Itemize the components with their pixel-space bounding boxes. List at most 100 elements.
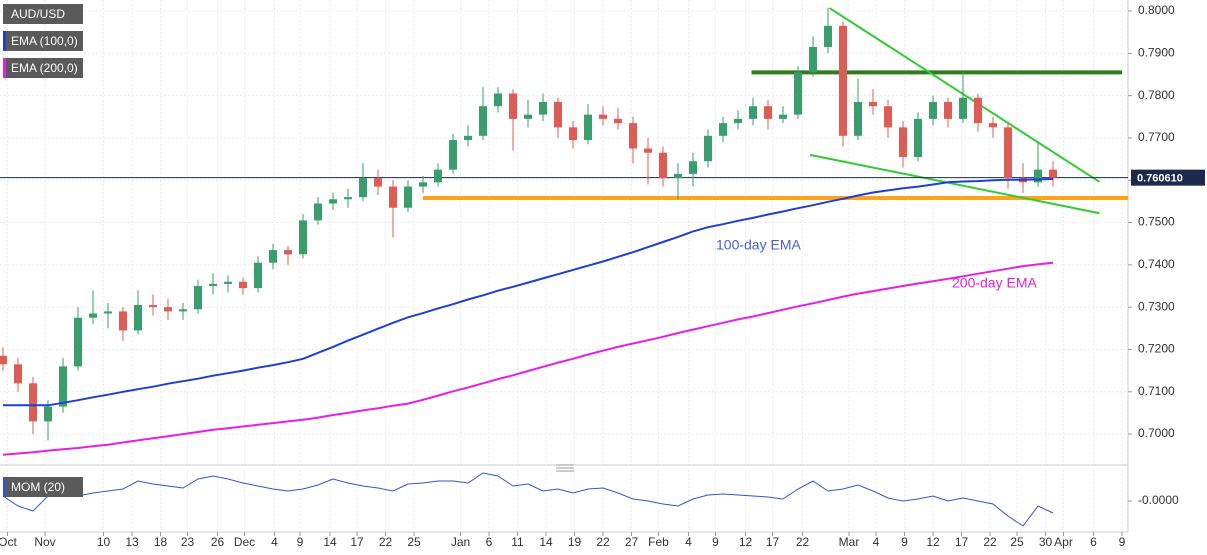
legend-swatch — [3, 4, 6, 24]
candle-body — [179, 309, 187, 312]
candle-body — [629, 123, 637, 149]
legend-box — [3, 4, 83, 24]
candle-body — [314, 203, 322, 221]
x-tick-label: 25 — [407, 535, 421, 549]
candle — [854, 78, 862, 141]
candle-body — [944, 101, 952, 119]
x-tick-label: 26 — [211, 535, 225, 549]
candle — [164, 298, 172, 320]
legend-label: EMA (100,0) — [11, 34, 78, 48]
candle-body — [1049, 169, 1057, 178]
candle-body — [299, 220, 307, 255]
x-tick-label: 4 — [271, 535, 278, 549]
candle-body — [719, 123, 727, 136]
legend-label: AUD/USD — [11, 7, 65, 21]
y-tick-label: 0.7200 — [1138, 342, 1175, 356]
candle-body — [899, 127, 907, 157]
price-tag — [1131, 169, 1205, 186]
candle — [899, 121, 907, 168]
x-tick-label: 12 — [926, 535, 940, 549]
x-tick-label: 10 — [97, 535, 111, 549]
x-tick-label: 13 — [125, 535, 139, 549]
candle — [119, 307, 127, 341]
candle — [389, 180, 397, 238]
candle-body — [239, 281, 247, 289]
candle — [689, 152, 697, 187]
candle-body — [569, 127, 577, 141]
x-tick-label: Feb — [648, 535, 669, 549]
candle — [299, 214, 307, 259]
candle-body — [779, 114, 787, 119]
candle-body — [479, 106, 487, 136]
candle-body — [614, 118, 622, 124]
candle — [509, 89, 517, 151]
x-tick-label: 22 — [796, 535, 810, 549]
candle — [734, 110, 742, 130]
candle — [719, 116, 727, 143]
candle — [824, 8, 832, 54]
legend-box — [3, 477, 83, 497]
candle-body — [749, 106, 757, 119]
candle-body — [269, 250, 277, 263]
legend-item: EMA (100,0) — [3, 31, 83, 51]
y-tick-label: 0.7800 — [1138, 88, 1175, 102]
y-tick-label: 0.7400 — [1138, 257, 1175, 271]
candle-body — [164, 307, 172, 312]
candle — [524, 99, 532, 128]
candle — [374, 169, 382, 196]
candle-body — [644, 148, 652, 153]
candle — [644, 137, 652, 185]
candle-body — [884, 106, 892, 128]
candle — [779, 106, 787, 124]
candle-body — [539, 101, 547, 115]
candle — [194, 279, 202, 314]
x-tick-label: Jan — [451, 535, 470, 549]
candle-body — [989, 123, 997, 128]
candle — [464, 125, 472, 147]
candle-body — [419, 182, 427, 187]
candle-body — [554, 101, 562, 128]
candle — [404, 180, 412, 212]
legend-swatch — [3, 58, 6, 78]
candle — [419, 176, 427, 193]
y-tick-label: 0.7000 — [1138, 426, 1175, 440]
candle-body — [209, 283, 217, 286]
candle-body — [584, 114, 592, 141]
candle-body — [14, 364, 22, 384]
legend-swatch — [3, 31, 6, 51]
y-tick-label: 0.8000 — [1138, 3, 1175, 17]
candle-body — [914, 118, 922, 157]
candle-body — [674, 173, 682, 179]
x-tick-label: Apr — [1054, 535, 1073, 549]
candle-body — [659, 152, 667, 179]
x-tick-label: Oct — [0, 535, 17, 549]
candle-body — [704, 135, 712, 162]
x-tick-label: 30 — [1039, 535, 1053, 549]
candle — [944, 97, 952, 128]
x-tick-label: 17 — [955, 535, 969, 549]
x-tick-label: 14 — [539, 535, 553, 549]
candle — [434, 163, 442, 187]
annotation: 200-day EMA — [952, 275, 1037, 291]
candle-body — [89, 313, 97, 318]
candle-body — [59, 366, 67, 407]
candle — [629, 116, 637, 164]
candle-body — [929, 101, 937, 119]
candle — [914, 112, 922, 162]
legend-box — [3, 58, 83, 78]
candle-body — [509, 93, 517, 119]
candle — [539, 93, 547, 121]
candle — [44, 400, 52, 441]
x-tick-label: 6 — [1090, 535, 1097, 549]
line-series — [2, 472, 1054, 527]
candle-body — [524, 114, 532, 119]
candle-body — [839, 25, 847, 136]
x-tick-label: Dec — [234, 535, 255, 549]
candle-body — [599, 114, 607, 119]
candle-body — [119, 311, 127, 331]
candle — [599, 106, 607, 126]
candle — [89, 290, 97, 325]
candle — [974, 93, 982, 132]
x-tick-label: 17 — [350, 535, 364, 549]
